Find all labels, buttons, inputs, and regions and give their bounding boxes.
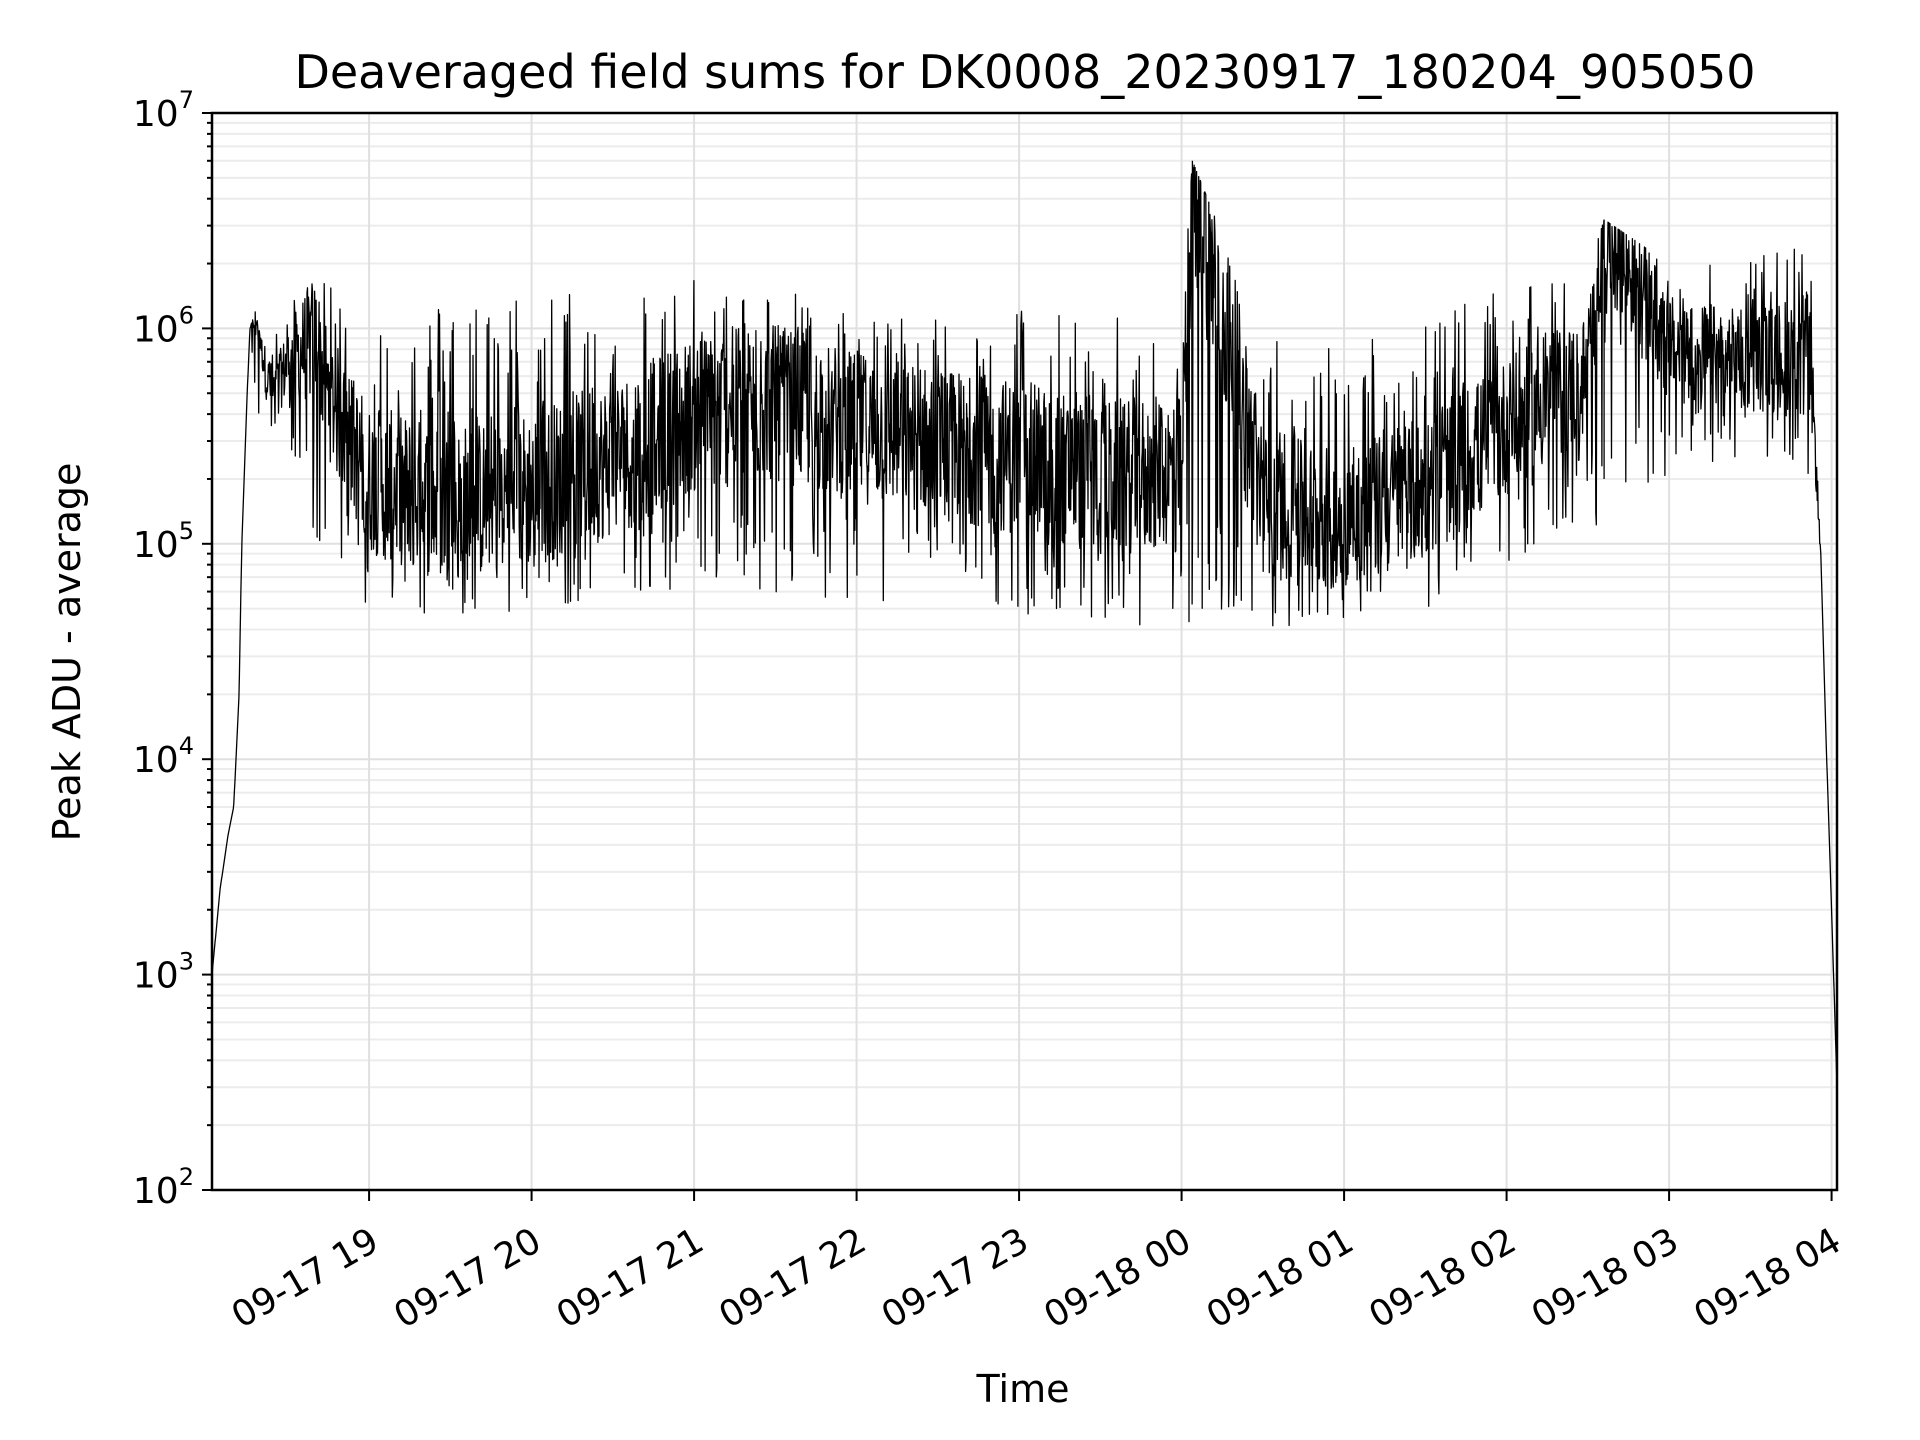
x-tick-label: 09-18 03 xyxy=(1525,1220,1686,1336)
y-tick-label: 107 xyxy=(133,86,194,135)
series-layer xyxy=(211,160,1838,1088)
chart-title: Deaveraged field sums for DK0008_2023091… xyxy=(294,45,1755,99)
x-tick-label: 09-17 22 xyxy=(712,1220,873,1336)
plot-frame xyxy=(210,111,1839,1192)
x-tick-label: 09-18 02 xyxy=(1362,1220,1523,1336)
x-tick-label: 09-17 20 xyxy=(387,1220,548,1336)
x-tick-label: 09-17 23 xyxy=(875,1220,1036,1336)
y-tick-label: 105 xyxy=(133,517,194,566)
x-tick-label: 09-18 04 xyxy=(1687,1220,1848,1336)
gridlines xyxy=(212,112,1837,1191)
x-tick-label: 09-17 21 xyxy=(550,1220,711,1336)
y-tick-label: 104 xyxy=(133,732,194,781)
series-line xyxy=(211,160,1838,1088)
y-tick-label: 106 xyxy=(133,301,194,350)
x-axis-label: Time xyxy=(976,1367,1070,1411)
x-tick-label: 09-17 19 xyxy=(225,1220,386,1336)
y-tick-label: 102 xyxy=(133,1163,194,1212)
y-tick-label: 103 xyxy=(133,948,194,997)
x-tick-label: 09-18 00 xyxy=(1037,1220,1198,1336)
y-axis-label: Peak ADU - average xyxy=(45,463,89,842)
x-axis: 09-17 19 09-17 20 09-17 21 09-17 22 09-17 23… xyxy=(225,1190,1848,1337)
x-tick-label: 09-18 01 xyxy=(1200,1220,1361,1336)
y-axis: 102 103 104 105 106 107 xyxy=(133,86,212,1212)
